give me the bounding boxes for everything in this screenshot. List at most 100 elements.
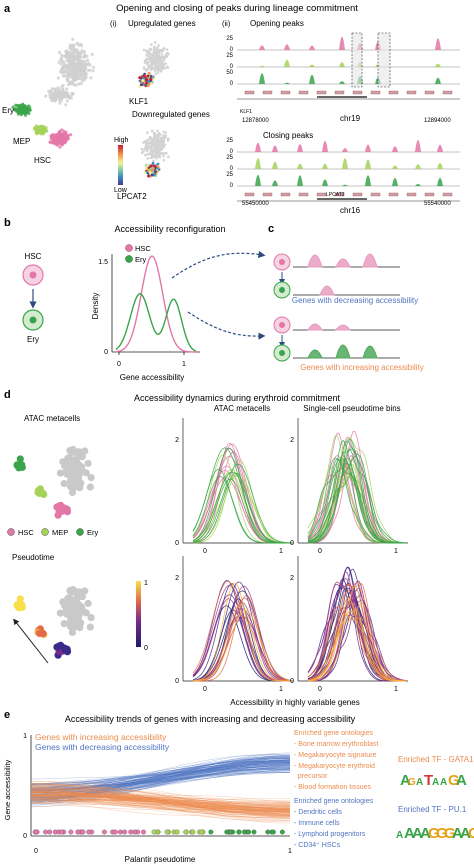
trend-line <box>30 766 291 785</box>
umap-cell-dot <box>60 90 64 94</box>
trend-line <box>30 768 290 786</box>
track-ytick: 0 <box>230 149 234 155</box>
trend-line <box>30 771 291 793</box>
umap-cell-dot <box>79 69 83 73</box>
umap-cell-dot <box>85 58 90 62</box>
umap-cell-dot <box>162 154 165 158</box>
umap-cell-dot <box>147 174 150 178</box>
umap-cell-dot <box>143 171 147 174</box>
track-peak <box>435 77 441 84</box>
track-peak <box>365 175 371 186</box>
umap-cell-dot <box>147 71 151 75</box>
peak-region <box>424 90 435 95</box>
density-trace <box>307 459 406 544</box>
trend-line <box>30 762 291 808</box>
track-peak <box>322 179 328 186</box>
pt-colorbar-1: 1 <box>144 580 148 587</box>
metacell-dot <box>87 614 95 622</box>
colorbar-high: High <box>114 137 129 144</box>
d-ytick: 0 <box>290 678 294 685</box>
umap-cell-dot <box>159 151 163 155</box>
umap-cell-dot <box>66 82 71 87</box>
pseudotime-cell-dot <box>246 829 252 835</box>
density-trace <box>193 603 291 682</box>
trend-line <box>30 799 290 823</box>
peak-region <box>298 90 309 95</box>
trend-line <box>30 789 290 814</box>
umap-klf1 <box>138 41 170 88</box>
motif-letter: A <box>452 825 463 842</box>
e-xtick-1: 1 <box>288 848 292 855</box>
trend-line <box>30 792 291 821</box>
track-peak <box>309 74 315 84</box>
umap-cell-dot <box>157 154 160 158</box>
umap-cell-dot <box>48 93 52 97</box>
d-xtick: 0 <box>203 686 207 693</box>
d-xtick: 1 <box>279 548 283 555</box>
trend-line <box>31 759 291 799</box>
umap-cell-dot <box>154 134 158 138</box>
trend-line <box>30 783 291 822</box>
trend-line <box>30 772 290 799</box>
trend-line <box>30 760 291 796</box>
panel-d-title: Accessibility dynamics during erythroid … <box>134 393 341 403</box>
trend-line <box>30 795 291 818</box>
track-peak <box>415 183 421 186</box>
trend-line <box>30 790 291 811</box>
tf-inc-label: Enriched TF - GATA1 <box>398 755 474 764</box>
trend-line <box>30 795 291 808</box>
c-decreasing-label: Genes with decreasing accessibility <box>292 296 418 305</box>
trend-line <box>30 794 291 814</box>
trend-line <box>30 796 291 812</box>
trend-line <box>30 791 291 815</box>
trend-line <box>30 759 291 797</box>
panel-e-title: Accessibility trends of genes with incre… <box>65 714 356 724</box>
trend-line <box>30 752 291 799</box>
trend-line <box>30 768 290 793</box>
umap-cell-dot <box>22 104 27 108</box>
trend-line <box>30 799 291 815</box>
metacell-dot <box>78 606 86 614</box>
trend-line <box>30 804 291 818</box>
track-peak <box>259 73 265 84</box>
track-peak <box>392 165 398 169</box>
track-peak <box>259 65 265 67</box>
umap-cell-dot <box>165 48 169 51</box>
trend-line <box>30 754 291 798</box>
track-peak <box>322 140 328 152</box>
trend-line <box>30 796 290 809</box>
metacell-dot <box>70 462 79 471</box>
trend-line <box>30 762 291 802</box>
trend-line <box>30 786 291 813</box>
d-legend-hsc-marker <box>7 528 15 536</box>
trend-line <box>30 763 291 793</box>
umap-cell-dot <box>143 59 147 62</box>
density-trace <box>192 590 292 681</box>
umap-cell-dot <box>154 151 158 154</box>
pseudotime-cell-dot <box>265 829 271 835</box>
motif-letter: G <box>436 825 448 842</box>
umap-cell-dot <box>153 69 157 73</box>
closing-x-end: 55540000 <box>424 201 451 207</box>
trend-line <box>30 753 291 799</box>
umap-cell-dot <box>28 108 32 112</box>
trend-line <box>30 762 290 785</box>
metacell-dot <box>84 599 92 608</box>
track-peak <box>437 162 443 169</box>
motif-letter: G <box>428 825 440 842</box>
d-ytick: 2 <box>290 575 294 582</box>
trend-line <box>30 765 291 790</box>
umap-cell-dot <box>149 136 152 139</box>
metacell-dot <box>65 453 74 462</box>
peak-region <box>316 90 327 95</box>
umap-cell-dot <box>161 50 164 53</box>
umap-cell-dot <box>57 98 61 102</box>
umap-cell-dot <box>146 131 149 134</box>
umap-cell-dot <box>72 67 76 71</box>
trend-line <box>30 782 291 815</box>
umap-cell-dot <box>60 142 64 147</box>
d-xtick: 1 <box>279 686 283 693</box>
trend-line <box>30 798 291 806</box>
umap-cell-dot <box>77 75 81 79</box>
umap-cell-dot <box>76 51 80 56</box>
